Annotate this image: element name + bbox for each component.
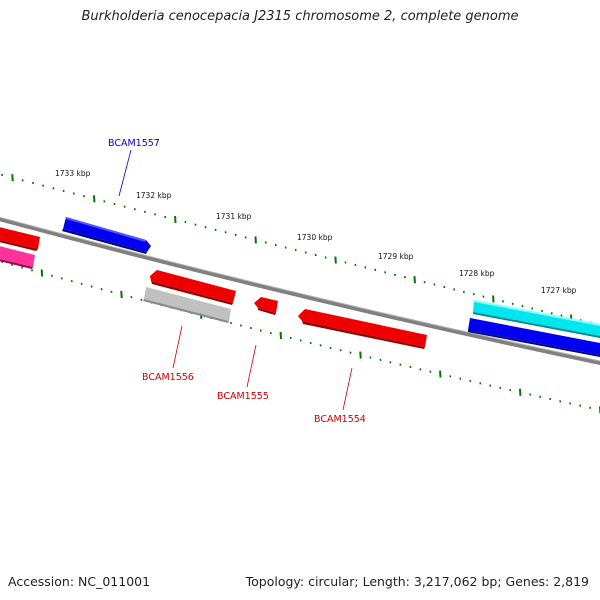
kbp-labels: 1733 kbp 1732 kbp 1731 kbp 1730 kbp 1729…: [55, 169, 577, 295]
chromosome-backbone: [0, 217, 600, 365]
gene-feature-bcam1555[interactable]: [254, 297, 278, 315]
kbp-label-1729: 1729 kbp: [378, 252, 414, 261]
gene-label-bcam1557[interactable]: BCAM1557: [108, 138, 160, 149]
gene-label-bcam1555[interactable]: BCAM1555: [217, 391, 269, 402]
kbp-label-1728: 1728 kbp: [459, 269, 495, 278]
misc-feature-left[interactable]: [0, 245, 35, 269]
genome-stats-text: Topology: circular; Length: 3,217,062 bp…: [245, 574, 589, 589]
pseudo-gene-feature[interactable]: [143, 287, 231, 323]
gene-feature-bcam1557[interactable]: [62, 217, 151, 254]
outer-tick-ring: [1, 173, 600, 327]
map-title: Burkholderia cenocepacia J2315 chromosom…: [81, 9, 519, 24]
gene-label-bcam1554[interactable]: BCAM1554: [314, 414, 366, 425]
label-pointers: [118, 149, 353, 411]
gene-feature-right-blue[interactable]: [468, 318, 600, 358]
kbp-label-1731: 1731 kbp: [216, 212, 252, 221]
rna-feature-right[interactable]: [473, 300, 600, 339]
kbp-label-1732: 1732 kbp: [136, 191, 172, 200]
accession-text: Accession: NC_011001: [8, 574, 151, 589]
gene-feature-bcam1554[interactable]: [298, 309, 427, 349]
gene-label-bcam1556[interactable]: BCAM1556: [142, 372, 194, 383]
kbp-label-1733: 1733 kbp: [55, 169, 91, 178]
gene-feature-left-red[interactable]: [0, 226, 40, 251]
kbp-label-1727: 1727 kbp: [541, 286, 577, 295]
kbp-label-1730: 1730 kbp: [297, 233, 333, 242]
gene-feature-bcam1556[interactable]: [150, 270, 236, 305]
gene-features: [0, 217, 600, 358]
